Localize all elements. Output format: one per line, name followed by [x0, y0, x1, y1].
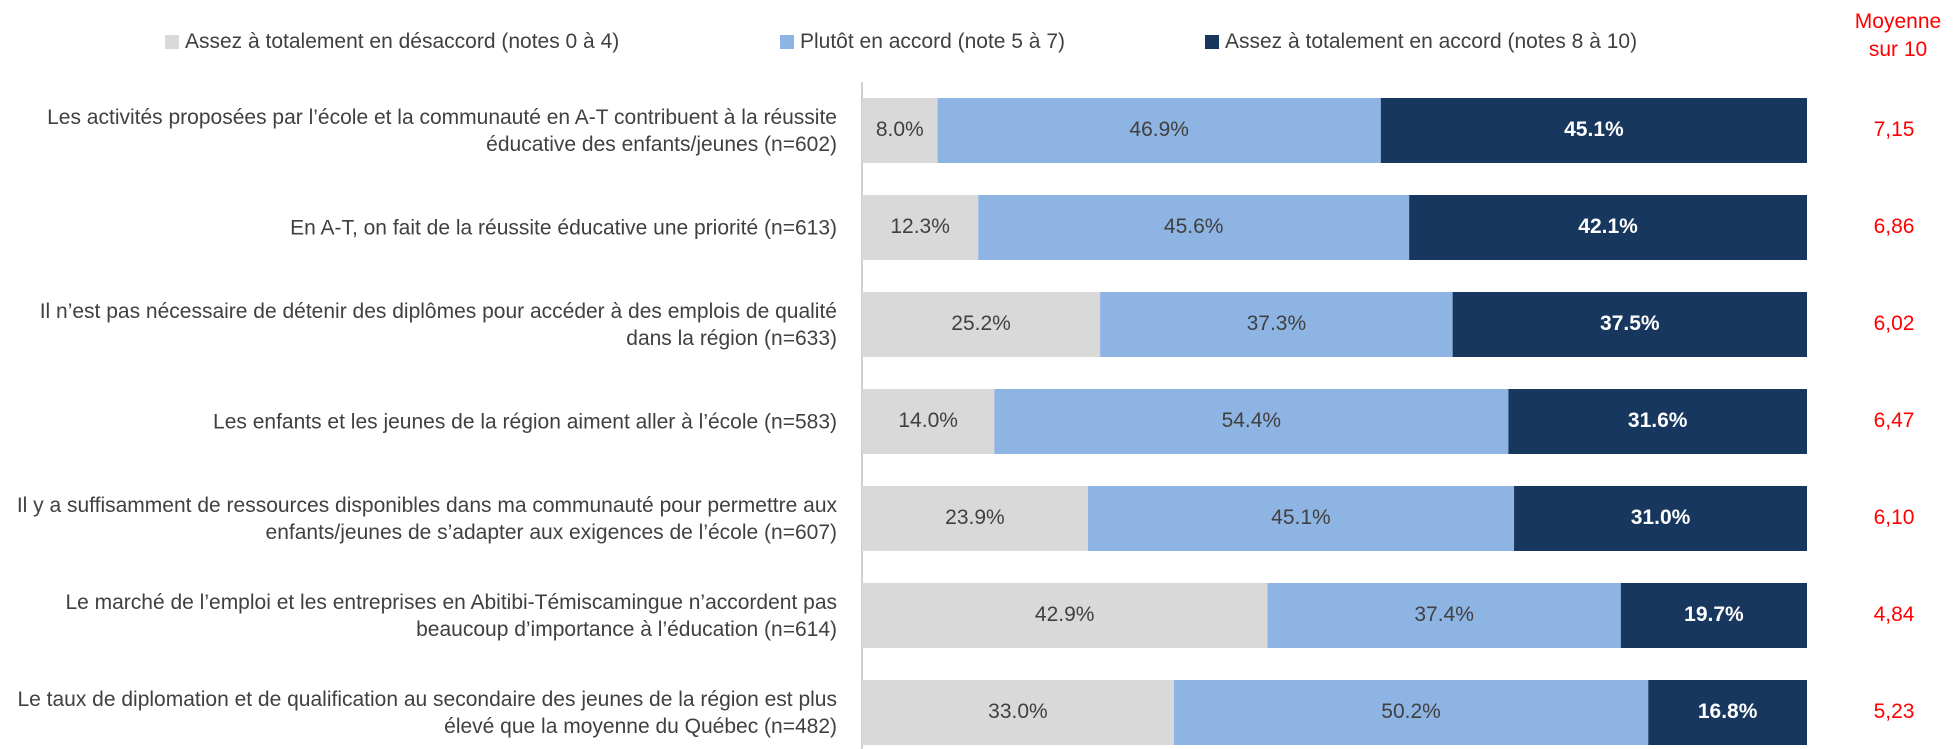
bar-segment	[937, 98, 1381, 163]
value-label: 31.0%	[1631, 506, 1691, 529]
value-label: 25.2%	[951, 312, 1011, 335]
mean-value: 7,15	[1874, 118, 1915, 141]
mean-value: 6,02	[1874, 312, 1915, 335]
mean-value: 4,84	[1874, 603, 1915, 626]
mean-value: 5,23	[1874, 700, 1915, 723]
value-label: 45.6%	[1164, 215, 1224, 238]
value-label: 50.2%	[1381, 700, 1441, 723]
means-title: Moyenne sur 10	[1854, 10, 1942, 61]
bar-segment	[978, 195, 1410, 260]
bar-segment	[1173, 680, 1649, 745]
legend-item: Assez à totalement en accord (notes 8 à …	[1205, 30, 1637, 54]
bar-segment	[1409, 195, 1807, 260]
mean-value: 6,10	[1874, 506, 1915, 529]
mean-value: 6,86	[1874, 215, 1915, 238]
bar-segment	[1452, 292, 1807, 357]
legend-item: Plutôt en accord (note 5 à 7)	[780, 30, 1065, 54]
legend-label: Assez à totalement en désaccord (notes 0…	[185, 30, 620, 53]
category-label: Le taux de diplomation et de qualificati…	[17, 687, 837, 738]
bar-segment	[862, 680, 1174, 745]
value-label: 33.0%	[988, 700, 1048, 723]
mean-value: 6,47	[1874, 409, 1915, 432]
value-label: 19.7%	[1684, 603, 1744, 626]
value-label: 45.1%	[1564, 118, 1624, 141]
category-label: Le marché de l’emploi et les entreprises…	[65, 590, 837, 641]
value-label: 23.9%	[945, 506, 1005, 529]
value-label: 37.3%	[1247, 312, 1307, 335]
category-label: Les enfants et les jeunes de la région a…	[213, 410, 837, 433]
value-label: 42.1%	[1578, 215, 1638, 238]
bar-segment	[1508, 389, 1807, 454]
legend-item: Assez à totalement en désaccord (notes 0…	[165, 30, 619, 54]
bar-segment	[1087, 486, 1515, 551]
bar-segment	[862, 583, 1268, 648]
value-label: 37.4%	[1414, 603, 1474, 626]
bar-segment	[1100, 292, 1453, 357]
value-label: 54.4%	[1222, 409, 1282, 432]
value-label: 31.6%	[1628, 409, 1688, 432]
bar-segment	[862, 195, 979, 260]
category-label: En A-T, on fait de la réussite éducative…	[290, 216, 837, 239]
bar-segment	[862, 98, 938, 163]
legend-swatch	[165, 35, 179, 49]
bar-segment	[862, 292, 1101, 357]
legend-label: Plutôt en accord (note 5 à 7)	[800, 30, 1065, 53]
bar-segment	[1620, 583, 1807, 648]
value-label: 14.0%	[898, 409, 958, 432]
bar-segment	[862, 486, 1088, 551]
bar-segment	[862, 389, 995, 454]
category-label: Les activités proposées par l’école et l…	[47, 105, 837, 156]
category-label: Il n’est pas nécessaire de détenir des d…	[39, 299, 837, 350]
legend-swatch	[780, 35, 794, 49]
bar-segment	[1267, 583, 1621, 648]
bar-segment	[1514, 486, 1807, 551]
bar-segment	[1380, 98, 1807, 163]
value-label: 12.3%	[890, 215, 950, 238]
bar-segment	[994, 389, 1509, 454]
category-label: Il y a suffisamment de ressources dispon…	[16, 493, 837, 544]
value-label: 42.9%	[1035, 603, 1095, 626]
legend-label: Assez à totalement en accord (notes 8 à …	[1225, 30, 1638, 53]
value-label: 46.9%	[1129, 118, 1189, 141]
legend-swatch	[1205, 35, 1219, 49]
value-label: 8.0%	[876, 118, 924, 141]
value-label: 16.8%	[1698, 700, 1758, 723]
value-label: 37.5%	[1600, 312, 1660, 335]
value-label: 45.1%	[1271, 506, 1331, 529]
bar-segment	[1648, 680, 1807, 745]
